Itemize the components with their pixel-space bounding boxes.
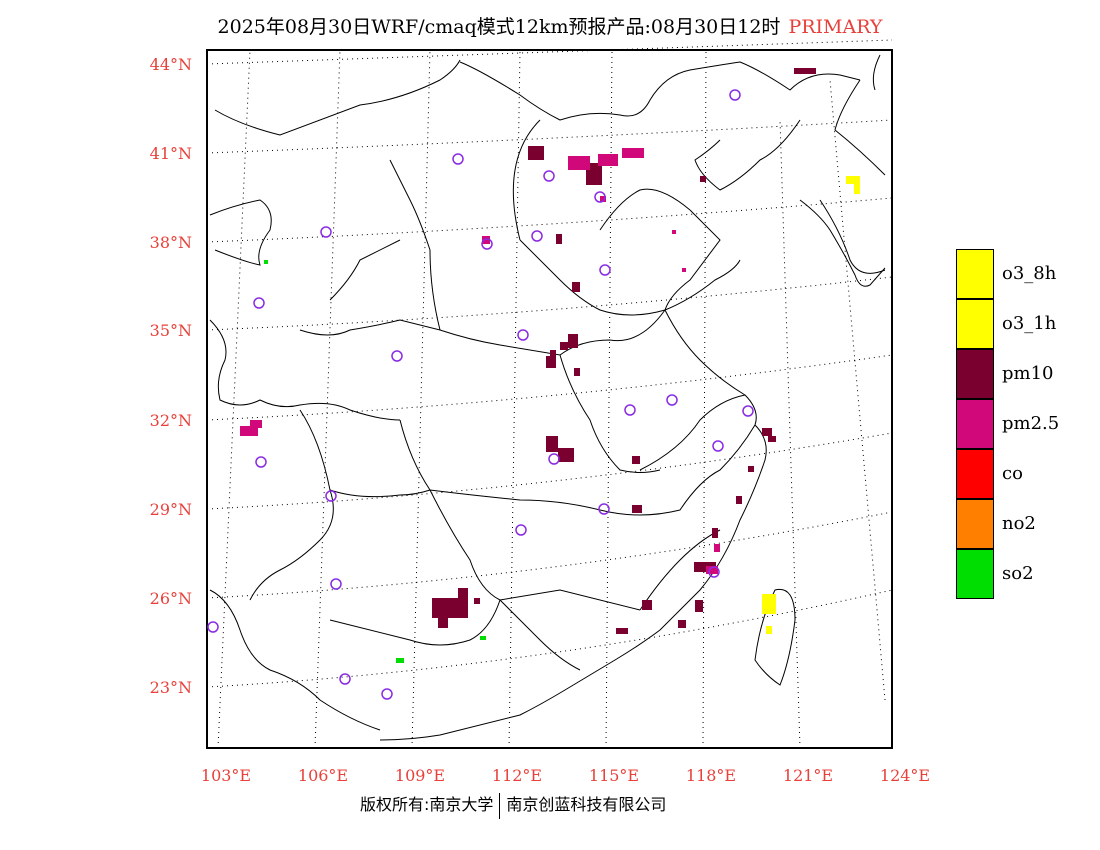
so2-cells xyxy=(264,260,486,663)
lat-label-35: 35°N xyxy=(149,321,192,340)
legend-swatch xyxy=(956,349,994,399)
legend-item-no2: no2 xyxy=(956,499,1100,549)
lat-label-32: 32°N xyxy=(149,411,192,430)
legend-swatch xyxy=(956,299,994,349)
lat-label-41: 41°N xyxy=(149,144,192,163)
legend-label: pm2.5 xyxy=(1002,413,1060,434)
lat-label-23: 23°N xyxy=(149,678,192,697)
legend-label: no2 xyxy=(1002,513,1036,534)
legend-swatch xyxy=(956,549,994,599)
latitude-gridlines xyxy=(206,39,893,688)
legend-item-o3-8h: o3_8h xyxy=(956,249,1100,299)
legend-item-co: co xyxy=(956,449,1100,499)
longitude-gridlines xyxy=(217,49,886,749)
pm10-cells xyxy=(432,68,816,634)
legend-label: o3_1h xyxy=(1002,313,1057,334)
map-title-text: 2025年08月30日WRF/cmaq模式12km预报产品:08月30日12时 xyxy=(217,16,781,38)
legend-label: so2 xyxy=(1002,563,1034,584)
lat-label-29: 29°N xyxy=(149,500,192,519)
map-title-tag: PRIMARY xyxy=(788,16,883,38)
lon-label-109: 109°E xyxy=(394,766,446,785)
legend-item-so2: so2 xyxy=(956,549,1100,599)
pollutant-legend: o3_8h o3_1h pm10 pm2.5 co no2 so2 xyxy=(956,249,1100,599)
lon-label-124: 124°E xyxy=(879,766,931,785)
legend-swatch xyxy=(956,499,994,549)
copyright-company: 南京创蓝科技有限公司 xyxy=(506,795,667,814)
legend-label: co xyxy=(1002,463,1023,484)
lon-label-106: 106°E xyxy=(297,766,349,785)
lon-label-103: 103°E xyxy=(200,766,252,785)
lon-label-112: 112°E xyxy=(491,766,543,785)
legend-swatch xyxy=(956,399,994,449)
copyright-owner: 版权所有:南京大学 xyxy=(360,795,494,814)
lon-label-121: 121°E xyxy=(782,766,834,785)
legend-item-pm10: pm10 xyxy=(956,349,1100,399)
o3-cells xyxy=(762,176,860,634)
lon-label-118: 118°E xyxy=(685,766,737,785)
footer-separator xyxy=(499,792,501,819)
map-title: 2025年08月30日WRF/cmaq模式12km预报产品:08月30日12时 P… xyxy=(0,12,1100,39)
lat-label-44: 44°N xyxy=(149,55,192,74)
boundaries xyxy=(209,54,886,741)
legend-label: o3_8h xyxy=(1002,263,1057,284)
map-frame xyxy=(206,49,893,749)
legend-label: pm10 xyxy=(1002,363,1054,384)
lat-label-26: 26°N xyxy=(149,589,192,608)
lon-label-115: 115°E xyxy=(588,766,640,785)
copyright-footer: 版权所有:南京大学 南京创蓝科技有限公司 xyxy=(360,791,666,819)
pm25-cells xyxy=(240,148,720,574)
legend-item-pm25: pm2.5 xyxy=(956,399,1100,449)
legend-swatch xyxy=(956,449,994,499)
lat-label-38: 38°N xyxy=(149,233,192,252)
legend-item-o3-1h: o3_1h xyxy=(956,299,1100,349)
station-markers xyxy=(207,89,754,700)
legend-swatch xyxy=(956,249,994,299)
